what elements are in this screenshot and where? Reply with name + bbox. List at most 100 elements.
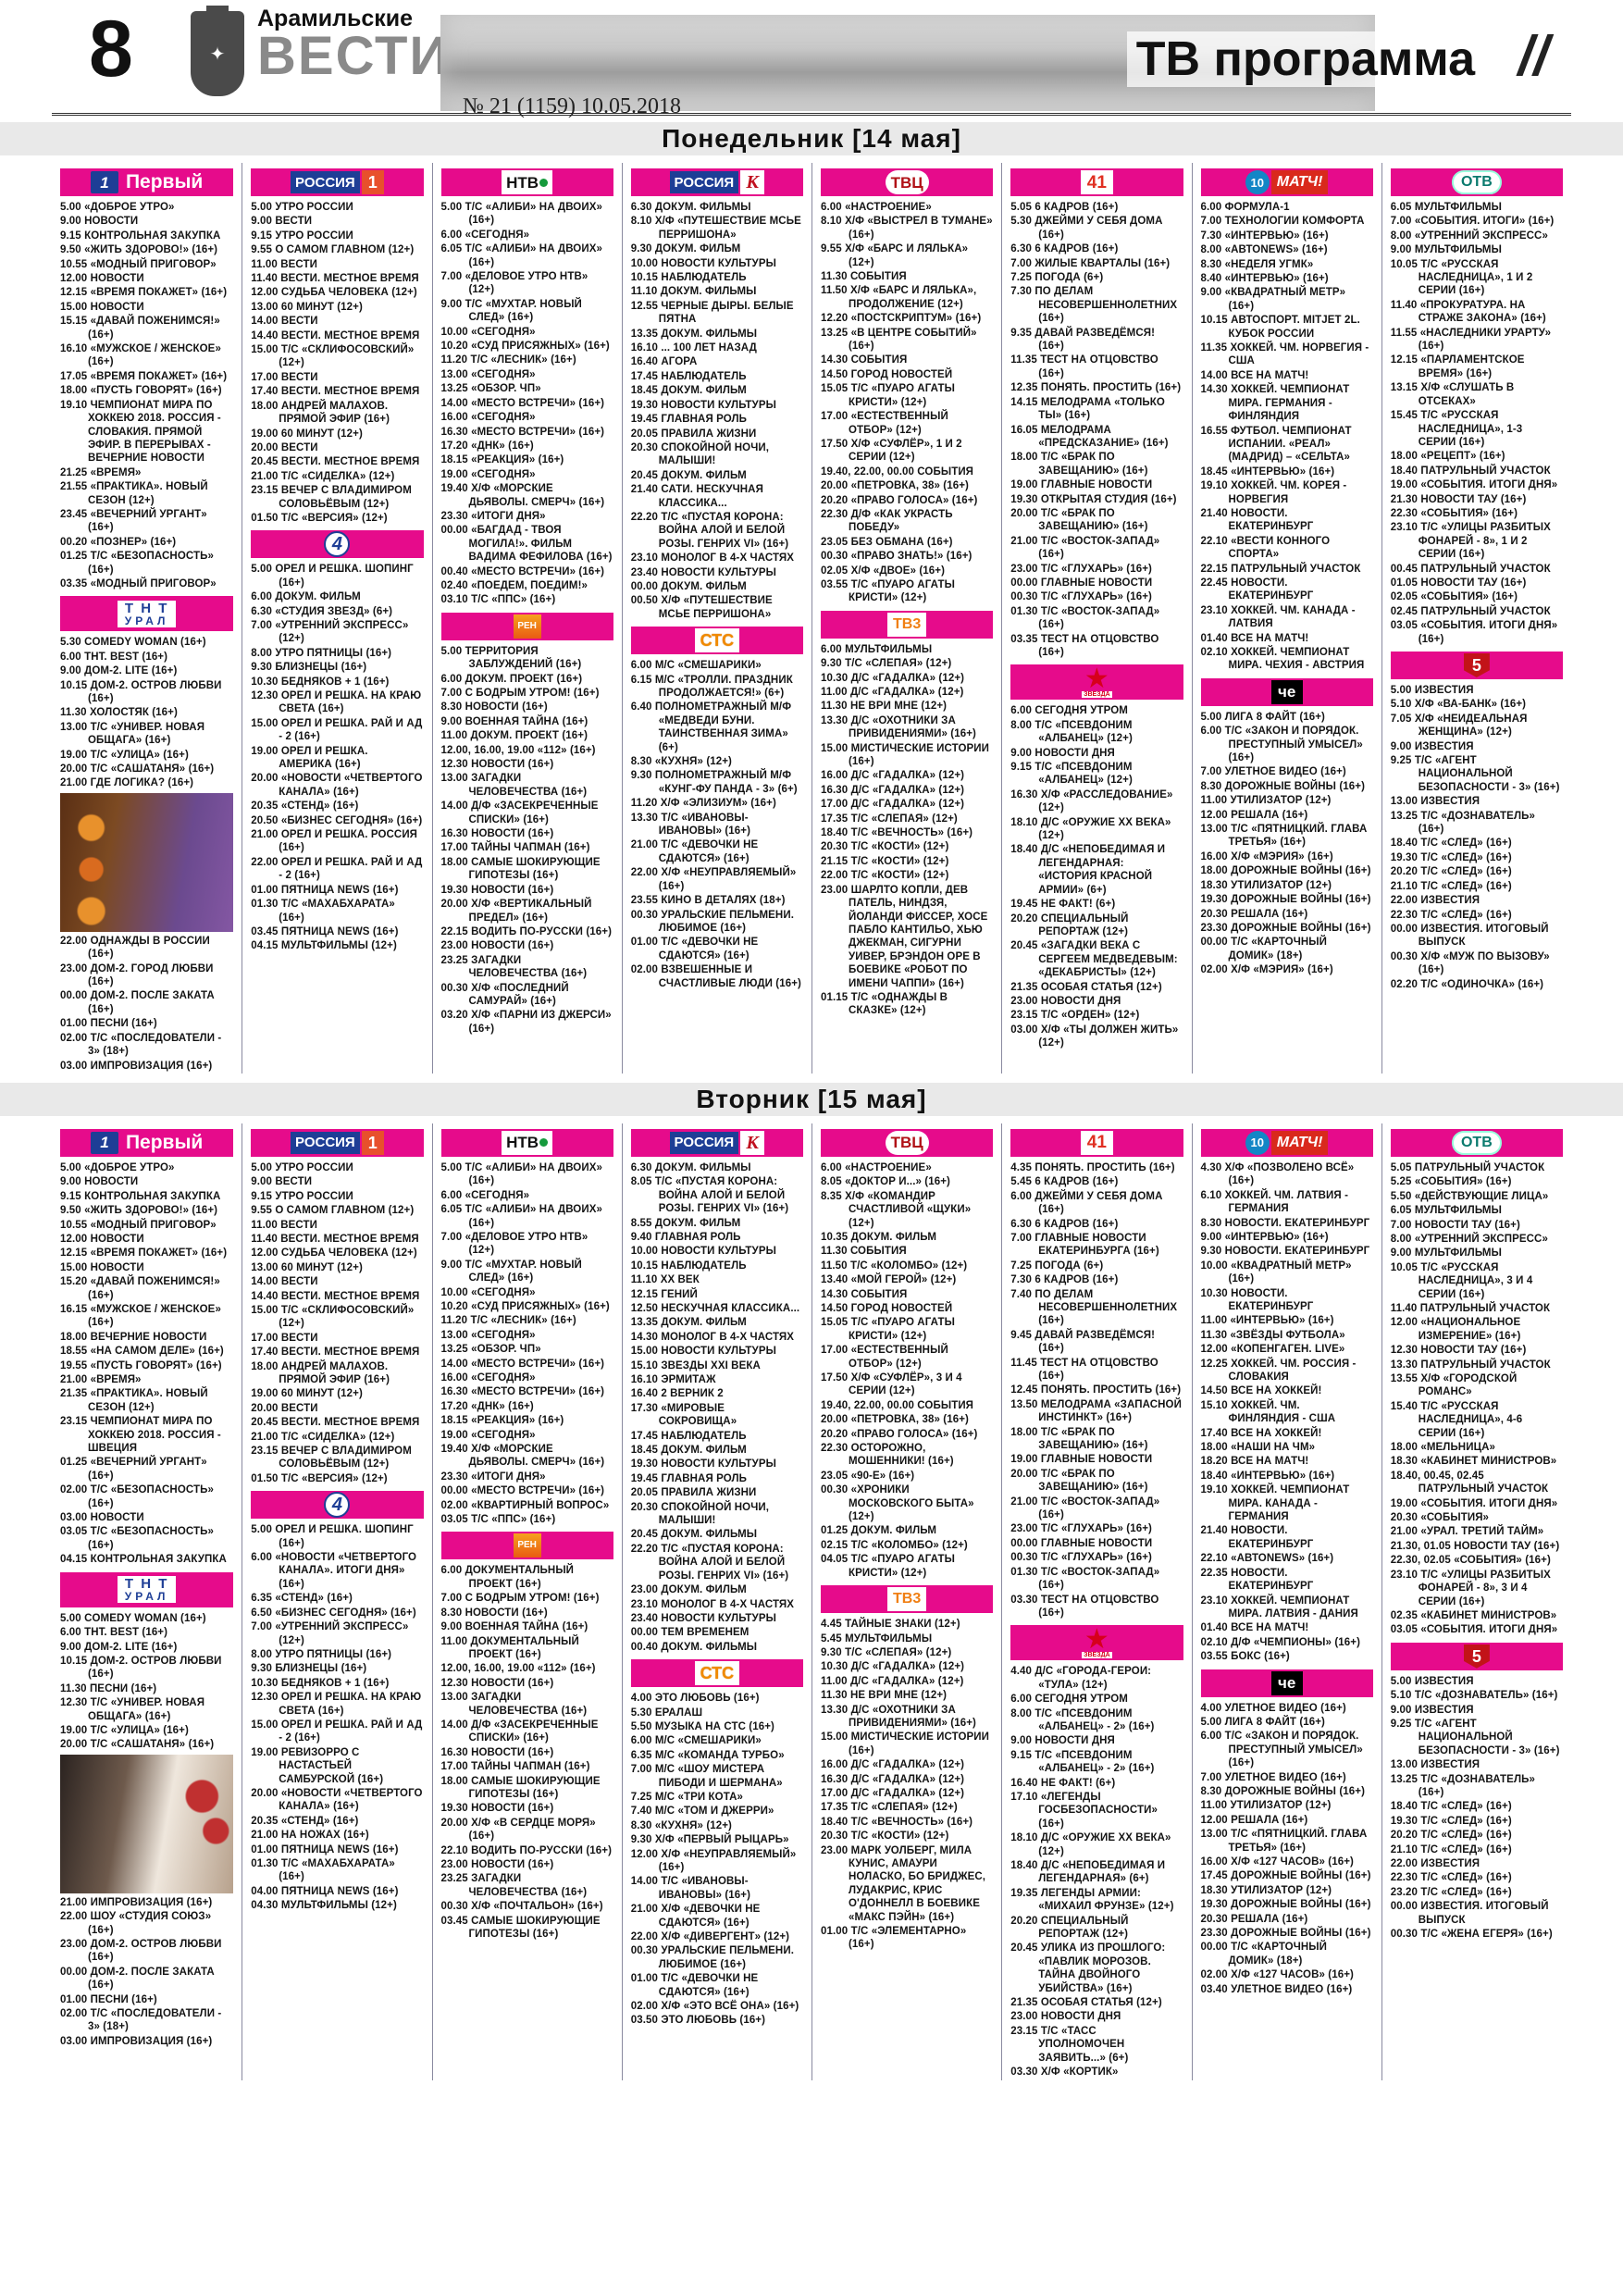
program-item: 9.25 Т/С «АГЕНТ НАЦИОНАЛЬНОЙ БЕЗОПАСНОСТ… [1390,1718,1560,1756]
program-item: 10.55 «МОДНЫЙ ПРИГОВОР» [60,1219,217,1231]
program-item: 17.00 ТАЙНЫ ЧАПМАН (16+) [440,1761,590,1773]
program-item: 12.00 НОВОСТИ [60,1233,144,1245]
program-item: 14.50 ГОРОД НОВОСТЕЙ [821,1302,953,1314]
program-item: 20.45 «ЗАГАДКИ ВЕКА С СЕРГЕЕМ МЕДВЕДЕВЫМ… [1010,940,1178,979]
program-item: 20.20 СПЕЦИАЛЬНЫЙ РЕПОРТАЖ (12+) [1010,1915,1129,1941]
program-item: 23.00 НОВОСТИ (16+) [440,940,554,952]
program-item: 18.00 САМЫЕ ШОКИРУЮЩИЕ ГИПОТЕЗЫ (16+) [440,1775,601,1800]
program-item: 14.00 «МЕСТО ВСТРЕЧИ» (16+) [440,1358,605,1370]
ch41-logo-icon: 41 [1080,1130,1113,1155]
program-item: 15.00 НОВОСТИ [60,1261,144,1273]
masthead: 8 Арамильские ВЕСТИ ТВ программа // [52,4,1571,113]
program-item: 7.00 С БОДРЫМ УТРОМ! (16+) [440,688,600,699]
ch41-logo-icon: 41 [1080,170,1113,194]
program-list: 5.00 ОРЕЛ И РЕШКА. ШОПИНГ (16+) 6.00 «НОВ… [251,1523,423,1912]
program-item: 9.00 Т/С «МУХТАР. НОВЫЙ СЛЕД» (16+) [440,298,582,324]
guide-column: НТВ 5.00 Т/С «АЛИБИ» НА ДВОИХ» (16+) 6.00 … [431,163,622,1074]
program-item: 14.40 ВЕСТИ. МЕСТНОЕ ВРЕМЯ [251,329,420,341]
guide-column: 10 МАТЧ! 6.00 ФОРМУЛА-1 7.00 ТЕХНОЛОГИИ КОМ… [1191,163,1381,1074]
program-item: 23.15 Т/С «ТАСС УПОЛНОМОЧЕН ЗАЯВИТЬ...» … [1010,2025,1129,2064]
program-item: 02.00 Т/С «ПОСЛЕДОВАТЕЛИ - 3» (18+) [60,2008,222,2033]
program-item: 6.00 «НАСТРОЕНИЕ» [821,1161,932,1173]
ch4-logo-icon: 4 [324,531,351,558]
program-item: 6.00 СЕГОДНЯ УТРОМ [1010,705,1128,717]
perviy-logo-icon: 1 [90,171,118,193]
program-item: 10.30 Д/С «ГАДАЛКА» (12+) [821,1661,965,1673]
program-item: 6.00 «СЕГОДНЯ» [440,1189,530,1201]
program-item: 17.00 «ЕСТЕСТВЕННЫЙ ОТБОР» (12+) [821,411,948,436]
program-item: 13.40 «МОЙ ГЕРОЙ» (12+) [821,1274,957,1286]
program-item: 9.00 ИЗВЕСТИЯ [1390,740,1474,752]
program-item: 5.00 ИЗВЕСТИЯ [1390,1675,1474,1687]
program-item: 16.10 ... 100 ЛЕТ НАЗАД [630,342,757,354]
program-item: 03.30 Х/Ф «КОРТИК» [1010,2066,1119,2079]
program-item: 00.30 УРАЛЬСКИЕ ПЕЛЬМЕНИ. ЛЮБИМОЕ (16+) [630,909,794,934]
program-item: 15.40 Т/С «РУССКАЯ НАСЛЕДНИЦА», 4-6 СЕРИ… [1390,1400,1523,1439]
program-item: 17.10 «ЛЕГЕНДЫ ГОСБЕЗОПАСНОСТИ» (16+) [1010,1791,1158,1830]
program-item: 23.45 «ВЕЧЕРНИЙ УРГАНТ» (16+) [60,508,207,534]
program-item: 12.00 Х/Ф «НЕУПРАВЛЯЕМЫЙ» (16+) [630,1848,797,1873]
program-item: 19.00 ГЛАВНЫЕ НОВОСТИ [1010,479,1153,491]
program-item: 21.40 САТИ. НЕСКУЧНАЯ КЛАССИКА... [630,484,763,509]
program-item: 00.00 ДОМ-2. ПОСЛЕ ЗАКАТА (16+) [60,990,215,1015]
sts-logo-icon: СТС [694,1661,740,1686]
program-item: 18.00 ВЕЧЕРНИЕ НОВОСТИ [60,1331,207,1343]
program-item: 23.30 ДОРОЖНЫЕ ВОЙНЫ (16+) [1200,1928,1371,1940]
program-item: 16.05 МЕЛОДРАМА «ПРЕДСКАЗАНИЕ» (16+) [1010,424,1169,449]
guide-column: 1 Первый 5.00 «ДОБРОЕ УТРО» 9.00 НОВОСТИ 9.1… [52,163,242,1074]
program-item: 9.00 НОВОСТИ ДНЯ [1010,747,1115,759]
program-item: 13.15 Х/Ф «СЛУШАТЬ В ОТСЕКАХ» [1390,382,1515,407]
program-item: 02.00 Т/С «БЕЗОПАСНОСТЬ» (16+) [60,1484,214,1509]
program-item: 22.00 ИЗВЕСТИЯ [1390,1858,1481,1869]
program-item: 6.00 ФОРМУЛА-1 [1200,202,1290,213]
program-item: 11.40 ВЕСТИ. МЕСТНОЕ ВРЕМЯ [251,273,419,285]
program-item: 19.00 РЕВИЗОРРО С НАСТАСТЬЕЙ САМБУРСКОЙ … [251,1746,384,1785]
program-item: 14.00 ВЕСТИ [251,1276,318,1288]
program-item: 16.30 Х/Ф «РАССЛЕДОВАНИЕ» (12+) [1010,788,1173,814]
program-item: 17.00 ВЕСТИ [251,1332,318,1344]
rossiya1-logo-icon: РОССИЯ 1 [291,170,384,194]
slashes-icon: // [1518,25,1549,87]
program-item: 18.20 ВСЕ НА МАТЧ! [1200,1456,1309,1468]
program-item: 19.35 ЛЕГЕНДЫ АРМИИ: «МИХАИЛ ФРУНЗЕ» (12… [1010,1887,1174,1913]
program-item: 00.00 «МЕСТО ВСТРЕЧИ» (16+) [440,1485,605,1497]
program-item: 22.00 Х/Ф «НЕУПРАВЛЯЕМЫЙ» (16+) [630,867,797,892]
channel-header-perviy: 1 Первый [60,168,234,196]
program-item: 11.35 ТЕСТ НА ОТЦОВСТВО (16+) [1010,354,1158,379]
program-item: 20.30 РЕШАЛА (16+) [1200,908,1308,920]
program-item: 8.00 «УТРЕННИЙ ЭКСПРЕСС» [1390,1233,1548,1245]
program-list: 5.00 ОРЕЛ И РЕШКА. ШОПИНГ (16+) 6.00 ДОКУ… [251,563,423,952]
channel-header-tv3: ТВ3 [821,1585,994,1614]
channel-header-ch41: 41 [1010,1128,1183,1157]
program-item: 23.20 Т/С «СЛЕД» (16+) [1390,1886,1512,1898]
program-item: 8.55 ДОКУМ. ФИЛЬМ [630,1217,741,1229]
program-item: 00.45 ПАТРУЛЬНЫЙ УЧАСТОК [1390,563,1551,575]
program-item: 11.10 ХХ ВЕК [630,1274,700,1286]
program-item: 04.15 МУЛЬТФИЛЬМЫ (12+) [251,940,397,952]
program-item: 02.05 Х/Ф «ДВОЕ» (16+) [821,565,946,577]
program-item: 4.45 ТАЙНЫЕ ЗНАКИ (12+) [821,1619,960,1631]
program-item: 20.00 ВЕСТИ [251,1402,318,1414]
program-item: 8.30 «КУХНЯ» (12+) [630,756,732,768]
program-item: 12.50 НЕСКУЧНАЯ КЛАССИКА... [630,1302,800,1314]
program-item: 19.30 НОВОСТИ КУЛЬТУРЫ [630,399,776,411]
program-item: 01.40 ВСЕ НА МАТЧ! [1200,632,1309,644]
program-item: 11.20 Х/Ф «ЭЛИЗИУМ» (16+) [630,798,776,810]
channel-header-ntv: НТВ [440,1128,613,1157]
program-item: 13.55 Х/Ф «ГОРОДСКОЙ РОМАНС» [1390,1373,1518,1398]
program-item: 22.30 Т/С «СЛЕД» (16+) [1390,909,1512,921]
program-item: 19.00 «СЕГОДНЯ» [440,1429,536,1441]
day-title: Понедельник [14 мая] [662,124,961,153]
brand-main-label: ВЕСТИ [257,26,451,86]
program-item: 7.00 «УТРЕННИЙ ЭКСПРЕСС» (12+) [251,1621,409,1646]
program-item: 6.00 Т/С «ЗАКОН И ПОРЯДОК. ПРЕСТУПНЫЙ УМ… [1200,1731,1363,1769]
program-item: 6.00 М/С «СМЕШАРИКИ» [630,660,762,672]
program-item: 6.30 6 КАДРОВ (16+) [1010,1218,1119,1230]
tv-guide: Понедельник [14 мая] 1 Первый 5.00 «ДОБРОЕ … [0,122,1623,2080]
program-item: 16.55 ФУТБОЛ. ЧЕМПИОНАТ ИСПАНИИ. «РЕАЛ» … [1200,425,1352,464]
program-item: 21.35 ОСОБАЯ СТАТЬЯ (12+) [1010,981,1162,993]
program-item: 18.10 Д/С «ОРУЖИЕ ХХ ВЕКА» (12+) [1010,816,1171,842]
match-logo-icon: 10 МАТЧ! [1245,170,1329,194]
program-item: 9.00 «КВАДРАТНЫЙ МЕТР» (16+) [1200,287,1346,312]
